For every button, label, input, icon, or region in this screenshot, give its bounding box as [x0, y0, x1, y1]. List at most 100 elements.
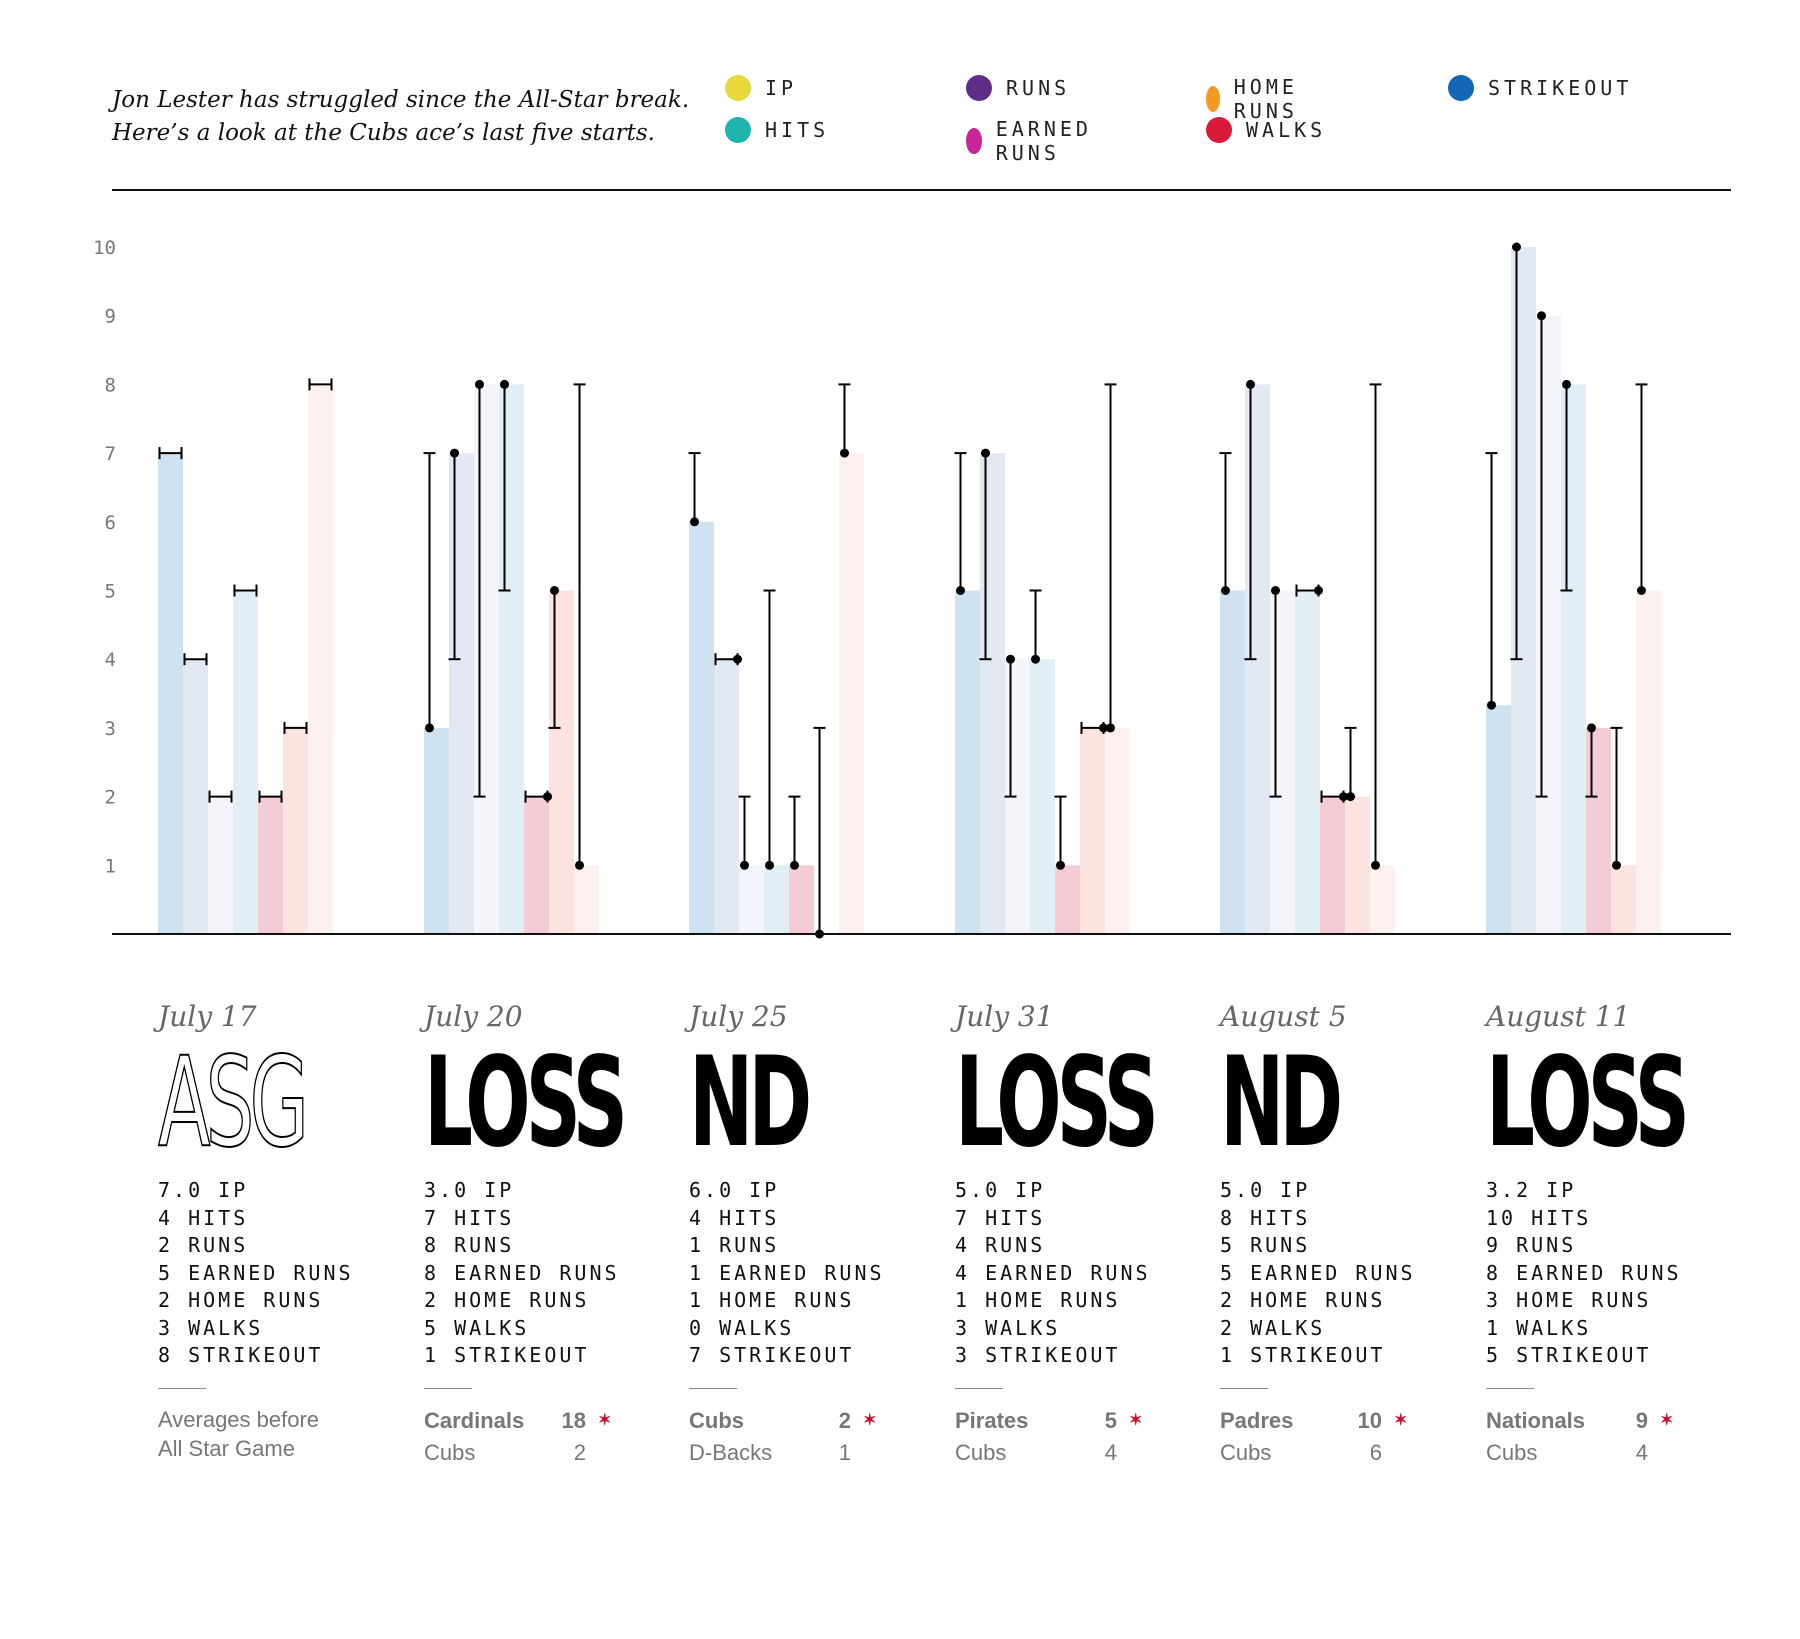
game-date: August 11 [1486, 1000, 1631, 1033]
stat-walks: 5 WALKS [424, 1315, 530, 1340]
stat-hits: 8 HITS [1220, 1205, 1311, 1230]
legend-item-earned-runs: EARNED RUNS [966, 117, 1102, 165]
stat-strikeout: 1 STRIKEOUT [1220, 1343, 1386, 1367]
stat-earned-runs: 5 EARNED RUNS [158, 1260, 354, 1285]
divider [158, 1387, 206, 1389]
bar-ip [1220, 590, 1245, 934]
y-tick-label: 10 [93, 237, 116, 259]
bar-runs [474, 384, 499, 934]
value-dot [733, 654, 742, 664]
value-dot [575, 860, 584, 870]
game-summary-5: August 5 ND 5.0 IP 8 HITS 5 RUNS 5 EARNE… [1220, 1000, 1460, 1469]
bar-earned-runs [764, 865, 789, 934]
team-name: Cubs [1486, 1439, 1538, 1465]
game-result: ND [689, 1031, 812, 1175]
score-row-loser: Cubs 2 [424, 1437, 664, 1469]
team-name: D-Backs [689, 1439, 773, 1465]
team-name: Nationals [1486, 1407, 1586, 1433]
game-result: ND [1220, 1031, 1343, 1175]
bar-walks [1080, 727, 1105, 934]
stat-strikeout: 7 STRIKEOUT [689, 1343, 855, 1367]
bar-runs [1270, 590, 1295, 934]
winner-star-icon: ✶ [1129, 1411, 1143, 1429]
averages-note-line-1: Averages before [158, 1406, 320, 1432]
bar-strikeout [1105, 727, 1130, 934]
y-tick-label: 7 [105, 443, 116, 465]
stat-runs: 9 RUNS [1486, 1233, 1577, 1257]
team-name: Pirates [955, 1407, 1029, 1433]
bar-ip [158, 453, 183, 934]
stat-walks: 0 WALKS [689, 1315, 795, 1340]
stat-hits: 7 HITS [955, 1205, 1046, 1230]
team-score: 2 [838, 1407, 851, 1433]
divider [1220, 1387, 1268, 1389]
value-dot [1512, 242, 1521, 252]
stat-hits: 4 HITS [158, 1205, 249, 1230]
winner-star-icon: ✶ [1394, 1411, 1408, 1429]
chart-subtitle: Jon Lester has struggled since the All-S… [112, 84, 712, 150]
game-summary-3: July 25 ND 6.0 IP 4 HITS 1 RUNS 1 EARNED… [689, 1000, 929, 1469]
team-name: Cardinals [424, 1407, 525, 1433]
game-summary-4: July 31 LOSS 5.0 IP 7 HITS 4 RUNS 4 EARN… [955, 1000, 1195, 1469]
subtitle-line-1: Jon Lester has struggled since the All-S… [112, 87, 690, 113]
game-summary-6: August 11 LOSS 3.2 IP 10 HITS 9 RUNS 8 E… [1486, 1000, 1726, 1469]
legend-label-walks: WALKS [1246, 118, 1327, 142]
legend-item-walks: WALKS [1206, 117, 1326, 143]
game-stats: 5.0 IP 8 HITS 5 RUNS 5 EARNED RUNS 2 HOM… [1220, 1177, 1460, 1370]
game-date: July 20 [424, 1000, 523, 1033]
team-name: Padres [1220, 1407, 1294, 1433]
bar-hits [183, 659, 208, 934]
stat-hits: 4 HITS [689, 1205, 780, 1230]
divider [955, 1387, 1003, 1389]
game-stats: 3.0 IP 7 HITS 8 RUNS 8 EARNED RUNS 2 HOM… [424, 1177, 664, 1370]
stat-ip: 7.0 IP [158, 1178, 249, 1202]
bar-runs [739, 865, 764, 934]
score-row-loser: Cubs 4 [955, 1437, 1195, 1469]
game-result: LOSS [424, 1031, 628, 1175]
value-dot [765, 860, 774, 870]
legend-dot-runs-icon [966, 75, 992, 101]
bar-hits [714, 659, 739, 934]
legend-label-earned-runs: EARNED RUNS [995, 117, 1092, 165]
legend-item-runs: RUNS [966, 75, 1070, 101]
stat-runs: 2 RUNS [158, 1233, 249, 1257]
legend-item-strikeout: STRIKEOUT [1448, 75, 1632, 101]
y-tick-label: 8 [105, 374, 116, 396]
score-row-winner: Pirates 5 ✶ [955, 1405, 1195, 1437]
bar-ip [1486, 705, 1511, 934]
team-score: 9 [1635, 1407, 1648, 1433]
stat-earned-runs: 4 EARNED RUNS [955, 1260, 1151, 1285]
value-dot [740, 860, 749, 870]
bar-home-runs [258, 796, 283, 934]
legend-dot-ip-icon [725, 75, 751, 101]
team-score: 1 [838, 1439, 851, 1465]
bar-strikeout [574, 865, 599, 934]
bar-hits [1511, 247, 1536, 934]
bar-strikeout [1370, 865, 1395, 934]
stat-hits: 7 HITS [424, 1205, 515, 1230]
averages-note-line-2: All Star Game [158, 1435, 295, 1461]
stat-runs: 8 RUNS [424, 1233, 515, 1257]
legend-label-ip: IP [765, 76, 798, 100]
bar-home-runs [1586, 727, 1611, 934]
team-score: 2 [573, 1439, 586, 1465]
stat-walks: 2 WALKS [1220, 1315, 1326, 1340]
bar-group [158, 247, 1661, 934]
team-name: Cubs [424, 1439, 476, 1465]
stat-home-runs: 2 HOME RUNS [158, 1288, 324, 1312]
y-tick-label: 5 [105, 581, 116, 603]
bar-earned-runs [1030, 659, 1055, 934]
bar-walks [283, 727, 308, 934]
team-score: 18 [561, 1407, 586, 1433]
score-row-winner: Cubs 2 ✶ [689, 1405, 929, 1437]
subtitle-line-2: Here’s a look at the Cubs ace’s last fiv… [112, 120, 655, 146]
stat-home-runs: 3 HOME RUNS [1486, 1288, 1652, 1312]
bar-home-runs [1055, 865, 1080, 934]
bar-earned-runs [1295, 590, 1320, 934]
legend-dot-earned-runs-icon [966, 128, 982, 154]
bar-hits [449, 453, 474, 934]
divider [1486, 1387, 1534, 1389]
value-dot [956, 586, 965, 595]
stat-strikeout: 8 STRIKEOUT [158, 1343, 324, 1367]
value-dot [1587, 723, 1596, 733]
